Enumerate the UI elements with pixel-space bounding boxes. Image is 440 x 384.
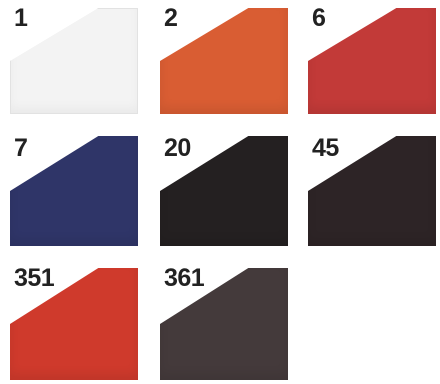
color-swatch[interactable]: 7 (10, 132, 150, 254)
color-swatch[interactable]: 2 (160, 2, 300, 124)
color-swatch[interactable]: 45 (308, 132, 440, 254)
color-code-label: 361 (164, 264, 205, 292)
color-code-label: 6 (312, 4, 326, 32)
color-swatch[interactable]: 351 (10, 262, 150, 384)
color-chip[interactable] (10, 8, 138, 114)
color-code-label: 1 (14, 4, 28, 32)
color-code-label: 351 (14, 264, 55, 292)
color-code-label: 20 (164, 134, 191, 162)
color-swatch[interactable]: 6 (308, 2, 440, 124)
color-code-label: 7 (14, 134, 28, 162)
color-swatch[interactable]: 1 (10, 2, 150, 124)
color-chip[interactable] (10, 136, 138, 246)
color-chip[interactable] (308, 8, 436, 114)
color-swatch[interactable]: 20 (160, 132, 300, 254)
color-swatch[interactable]: 361 (160, 262, 300, 384)
color-chip[interactable] (160, 8, 288, 114)
color-code-label: 2 (164, 4, 178, 32)
color-code-label: 45 (312, 134, 339, 162)
